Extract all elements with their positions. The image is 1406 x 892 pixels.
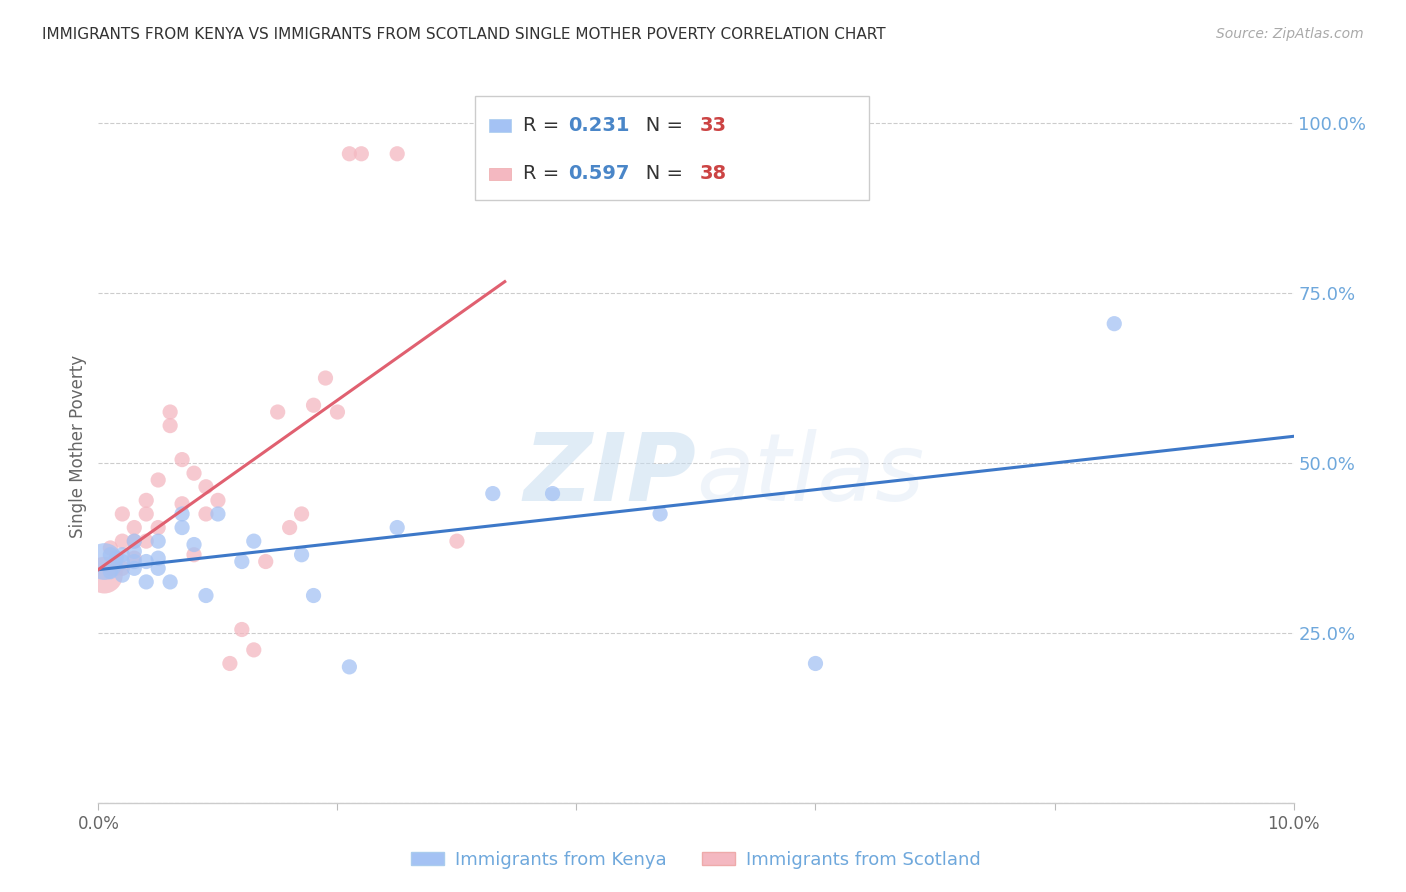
Point — [291, 507, 314, 521]
Point — [124, 551, 146, 566]
Point — [135, 493, 157, 508]
Point — [159, 574, 181, 589]
Point — [385, 520, 409, 534]
Point — [148, 551, 170, 566]
Point — [111, 568, 134, 582]
Point — [291, 548, 314, 562]
Point — [183, 466, 205, 480]
Point — [100, 541, 122, 555]
Point — [124, 555, 146, 569]
Point — [111, 534, 134, 549]
Point — [172, 507, 194, 521]
Point — [231, 555, 253, 569]
Text: R =: R = — [523, 116, 565, 135]
Point — [231, 623, 253, 637]
Point — [207, 493, 229, 508]
Point — [124, 544, 146, 558]
FancyBboxPatch shape — [489, 119, 510, 132]
Point — [124, 534, 146, 549]
Point — [541, 486, 564, 500]
Point — [195, 507, 218, 521]
Point — [148, 520, 170, 534]
Point — [446, 534, 468, 549]
Point — [195, 589, 218, 603]
Point — [207, 507, 229, 521]
Point — [111, 555, 134, 569]
Point — [124, 561, 146, 575]
Point — [243, 534, 266, 549]
Point — [172, 520, 194, 534]
Text: 0.231: 0.231 — [568, 116, 630, 135]
Text: IMMIGRANTS FROM KENYA VS IMMIGRANTS FROM SCOTLAND SINGLE MOTHER POVERTY CORRELAT: IMMIGRANTS FROM KENYA VS IMMIGRANTS FROM… — [42, 27, 886, 42]
Point — [93, 568, 115, 582]
Point — [326, 405, 349, 419]
Point — [339, 660, 360, 674]
Point — [135, 574, 157, 589]
Point — [111, 507, 134, 521]
Point — [650, 507, 672, 521]
Point — [135, 507, 157, 521]
Point — [159, 405, 181, 419]
Text: ZIP: ZIP — [523, 428, 696, 521]
Point — [339, 146, 360, 161]
Point — [111, 548, 134, 562]
Point — [105, 561, 128, 575]
Point — [302, 589, 325, 603]
Point — [172, 452, 194, 467]
Point — [135, 555, 157, 569]
Point — [267, 405, 290, 419]
Point — [100, 561, 122, 575]
Point — [350, 146, 373, 161]
Point — [148, 561, 170, 575]
Point — [302, 398, 325, 412]
Text: R =: R = — [523, 164, 565, 184]
Text: atlas: atlas — [696, 429, 924, 520]
Text: N =: N = — [627, 164, 689, 184]
Point — [105, 551, 128, 566]
Legend: Immigrants from Kenya, Immigrants from Scotland: Immigrants from Kenya, Immigrants from S… — [404, 844, 988, 876]
Point — [183, 537, 205, 551]
Point — [159, 418, 181, 433]
Point — [278, 520, 301, 534]
FancyBboxPatch shape — [475, 96, 869, 200]
Point — [1104, 317, 1126, 331]
Point — [124, 520, 146, 534]
Point — [315, 371, 337, 385]
Point — [219, 657, 242, 671]
Y-axis label: Single Mother Poverty: Single Mother Poverty — [69, 354, 87, 538]
Text: 0.597: 0.597 — [568, 164, 630, 184]
Point — [172, 497, 194, 511]
Point — [254, 555, 277, 569]
Point — [100, 565, 122, 579]
Point — [243, 643, 266, 657]
Point — [195, 480, 218, 494]
Text: 38: 38 — [700, 164, 727, 184]
FancyBboxPatch shape — [489, 168, 510, 180]
Point — [148, 473, 170, 487]
Point — [124, 534, 146, 549]
Point — [111, 561, 134, 575]
Point — [481, 486, 505, 500]
Point — [93, 555, 115, 569]
Point — [135, 534, 157, 549]
Point — [385, 146, 409, 161]
Point — [100, 548, 122, 562]
Point — [148, 534, 170, 549]
Text: N =: N = — [627, 116, 689, 135]
Point — [183, 548, 205, 562]
Text: 33: 33 — [700, 116, 727, 135]
Point — [804, 657, 827, 671]
Text: Source: ZipAtlas.com: Source: ZipAtlas.com — [1216, 27, 1364, 41]
